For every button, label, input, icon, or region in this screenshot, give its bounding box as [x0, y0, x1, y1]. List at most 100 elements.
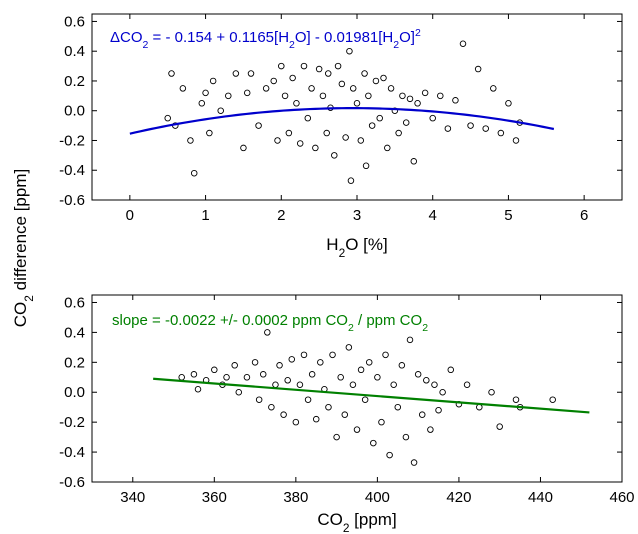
- chart-top-annotation-part: 2: [143, 39, 149, 51]
- chart-bottom-annotation-part: 2: [422, 322, 428, 334]
- chart-bottom-point: [300, 351, 308, 359]
- chart-top-point: [368, 122, 376, 129]
- chart-top-point: [270, 77, 277, 85]
- chart-top-point: [395, 129, 402, 137]
- chart-bottom-ytick-label: -0.6: [59, 474, 85, 491]
- chart-bottom-xlabel-rest: [ppm]: [349, 510, 396, 529]
- chart-top: 0 1 2 3 4 5 6-0.6-0.4-0.20.00.20.40.6 ΔCO2 = -…: [59, 13, 623, 260]
- chart-top-point: [334, 62, 342, 70]
- chart-top-xlabel-main: H: [326, 235, 338, 254]
- shared-ylabel: CO2 difference [ppm]: [11, 169, 36, 327]
- chart-top-annotation-part: 2: [289, 39, 295, 51]
- chart-top-point: [179, 85, 187, 92]
- chart-bottom-ticks: 340 360 380 400 420 440 460 -0.6 -0.4 -0.2 0.0 0.2 0…: [59, 294, 634, 506]
- chart-bottom-ytick-label: 0.0: [64, 384, 85, 401]
- chart-top-annotation-part: O]: [399, 29, 415, 46]
- shared-ylabel-sub: 2: [22, 295, 36, 302]
- chart-bottom-point: [431, 381, 438, 389]
- chart-top-point: [289, 74, 296, 82]
- chart-bottom-point: [223, 374, 230, 381]
- chart-bottom-xlabel-main: CO: [317, 510, 343, 529]
- chart-top-point: [346, 47, 353, 55]
- chart-bottom-fit-line: [153, 377, 590, 414]
- chart-top-point: [255, 122, 262, 129]
- chart-bottom-point: [292, 418, 300, 426]
- chart-top-point: [380, 74, 387, 82]
- chart-top-point: [281, 92, 289, 100]
- chart-bottom-point: [341, 411, 349, 418]
- chart-top-point: [474, 65, 482, 73]
- chart-bottom-point: [337, 374, 344, 381]
- shared-ylabel-main: CO: [11, 302, 30, 328]
- chart-bottom-xtick-label: 420: [446, 489, 471, 506]
- chart-bottom-point: [235, 388, 243, 396]
- chart-bottom-point: [357, 366, 365, 374]
- chart-top-point: [296, 140, 304, 147]
- chart-top-point: [410, 158, 418, 165]
- chart-bottom-point: [211, 366, 218, 374]
- chart-top-point: [399, 92, 406, 100]
- chart-top-point: [312, 144, 319, 152]
- chart-top-points: [164, 40, 524, 184]
- chart-bottom-point: [370, 439, 377, 447]
- chart-bottom-ytick-label: 0.2: [64, 354, 85, 371]
- chart-bottom-point: [317, 359, 324, 366]
- chart-bottom-xtick-label: 360: [202, 489, 227, 506]
- chart-top-point: [362, 162, 370, 170]
- chart-bottom-point: [374, 374, 381, 381]
- chart-top-point: [202, 89, 209, 97]
- chart-bottom-point: [178, 374, 185, 381]
- chart-bottom-point: [349, 381, 357, 389]
- chart-top-point: [300, 62, 308, 70]
- chart-bottom-xtick-label: 440: [528, 489, 553, 506]
- chart-bottom-point: [423, 377, 430, 384]
- chart-top-point: [168, 70, 175, 77]
- chart-bottom-point: [382, 351, 389, 359]
- chart-bottom-point: [365, 359, 373, 366]
- chart-top-xtick-label: 3: [353, 207, 361, 224]
- chart-bottom-point: [512, 396, 520, 403]
- chart-top-annotation-part: 2: [393, 39, 399, 51]
- chart-bottom-point: [296, 381, 304, 389]
- chart-bottom-point: [439, 388, 446, 396]
- chart-bottom-point: [418, 411, 426, 418]
- chart-top-xtick-label: 1: [201, 207, 209, 224]
- chart-top-point: [324, 70, 332, 77]
- chart-top-point: [274, 137, 281, 144]
- chart-bottom-points: [178, 329, 556, 466]
- chart-top-ytick-label: -0.4: [59, 162, 85, 179]
- chart-top-point: [247, 70, 255, 77]
- chart-bottom-point: [251, 359, 259, 366]
- chart-bottom-point: [406, 336, 414, 344]
- chart-top-point: [452, 97, 459, 104]
- chart-top-ytick-label: 0.6: [64, 13, 85, 30]
- chart-top-annotation: ΔCO2 = - 0.154 + 0.1165[H2O] - 0.01981[H…: [110, 27, 421, 51]
- chart-top-point: [429, 114, 436, 122]
- chart-bottom-point: [414, 371, 422, 378]
- chart-top-point: [467, 122, 474, 129]
- chart-top-point: [376, 114, 383, 122]
- chart-bottom-point: [345, 344, 353, 351]
- chart-top-point: [240, 144, 247, 152]
- chart-bottom-point: [390, 381, 397, 389]
- chart-top-point: [365, 92, 372, 100]
- chart-bottom-point: [304, 396, 312, 403]
- chart-top-point: [387, 85, 395, 92]
- chart-top-point: [414, 100, 421, 107]
- chart-bottom-point: [447, 366, 455, 374]
- chart-top-xtick-label: 2: [277, 207, 285, 224]
- chart-top-ytick-label: 0.4: [64, 43, 85, 60]
- chart-top-point: [357, 137, 365, 144]
- chart-top-ticks: 0 1 2 3 4 5 6 -0.6 -0.4 -0.2 0.0 0.2 0.4 0.6: [59, 13, 622, 224]
- chart-bottom-point: [308, 371, 316, 378]
- chart-top-point: [459, 40, 467, 48]
- chart-bottom-point: [325, 403, 332, 411]
- chart-bottom-point: [333, 433, 340, 441]
- chart-top-point: [338, 80, 346, 88]
- chart-top-point: [482, 125, 489, 132]
- chart-bottom-point: [312, 415, 320, 423]
- chart-top-point: [505, 100, 512, 107]
- chart-top-point: [278, 62, 285, 70]
- chart-top-point: [164, 114, 171, 122]
